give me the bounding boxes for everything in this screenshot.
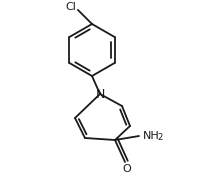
Text: 2: 2 <box>157 134 162 143</box>
Text: NH: NH <box>143 131 160 141</box>
Text: O: O <box>123 164 131 174</box>
Text: N: N <box>95 88 105 100</box>
Text: Cl: Cl <box>66 2 76 12</box>
